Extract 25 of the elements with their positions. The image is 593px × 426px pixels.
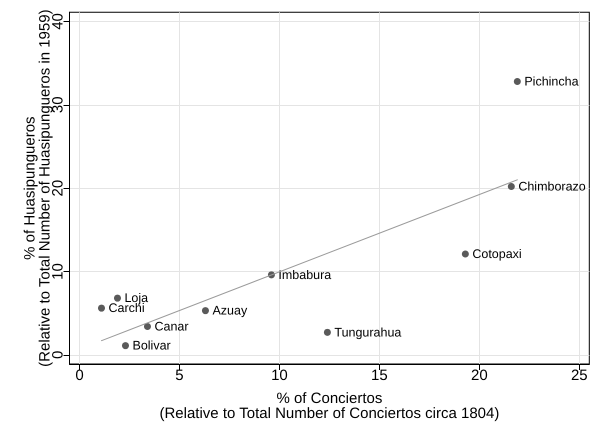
point	[324, 328, 331, 336]
annotation: Bolivar	[132, 338, 171, 353]
x-tick-label: 10	[271, 367, 288, 384]
annotation: Tungurahua	[334, 325, 402, 340]
point	[144, 323, 151, 330]
point	[98, 304, 105, 312]
x-tick-label: 0	[75, 367, 84, 384]
point	[514, 78, 521, 85]
annotation: Canar	[154, 319, 189, 334]
x-axis-title: % of Conciertos (Relative to Total Number of Conciertos circa 1804)	[159, 390, 500, 422]
annotation: Loja	[124, 291, 148, 306]
annotation: Chimborazo	[518, 179, 586, 194]
annotation: Cotopaxi	[472, 246, 522, 261]
point	[508, 182, 515, 190]
point	[202, 307, 209, 314]
point	[462, 250, 469, 258]
x-tick-label: 25	[570, 367, 588, 384]
annotation: Imbabura	[278, 268, 332, 282]
point	[114, 294, 121, 302]
annotation: Pichincha	[524, 74, 579, 88]
x-tick-label: 5	[175, 367, 184, 384]
x-tick-label: 20	[471, 367, 488, 384]
x-tick-label: 15	[371, 367, 388, 384]
point	[122, 342, 129, 350]
annotation: Azuay	[212, 304, 248, 318]
